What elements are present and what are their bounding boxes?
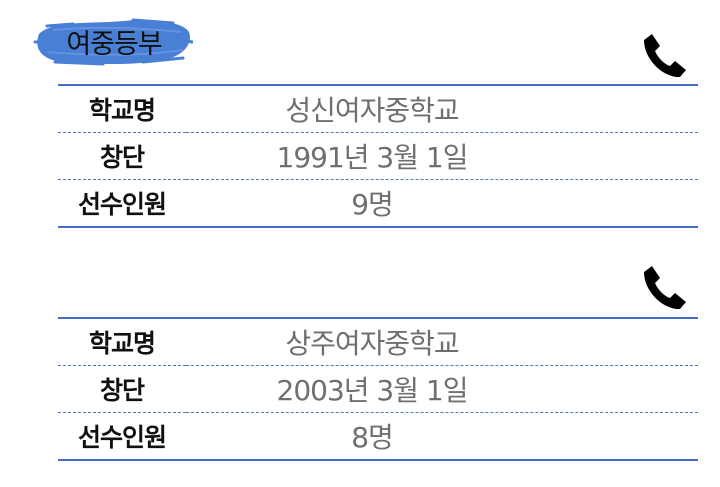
player-count-label: 선수인원: [58, 179, 186, 228]
school-name-label: 학교명: [58, 84, 186, 133]
brush-stroke-background: [33, 18, 193, 66]
table-row: 창단 2003년 3월 1일: [58, 365, 698, 413]
table-row: 선수인원 9명: [58, 179, 698, 228]
founded-value: 1991년 3월 1일: [186, 132, 698, 180]
phone-icon[interactable]: [638, 262, 688, 312]
school-info-table-2: 학교명 상주여자중학교 창단 2003년 3월 1일 선수인원 8명: [58, 317, 698, 461]
table-row: 선수인원 8명: [58, 412, 698, 461]
school-info-table-1: 학교명 성신여자중학교 창단 1991년 3월 1일 선수인원 9명: [58, 84, 698, 228]
section-badge: 여중등부: [33, 12, 193, 70]
table-row: 학교명 상주여자중학교: [58, 317, 698, 366]
player-count-value: 8명: [186, 412, 698, 461]
founded-label: 창단: [58, 132, 186, 180]
section-title: 여중등부: [66, 28, 162, 60]
school-name-label: 학교명: [58, 317, 186, 366]
school-name-value: 상주여자중학교: [186, 317, 698, 366]
founded-label: 창단: [58, 365, 186, 413]
phone-icon[interactable]: [638, 30, 688, 80]
school-name-value: 성신여자중학교: [186, 84, 698, 133]
table-row: 학교명 성신여자중학교: [58, 84, 698, 133]
player-count-value: 9명: [186, 179, 698, 228]
table-row: 창단 1991년 3월 1일: [58, 132, 698, 180]
player-count-label: 선수인원: [58, 412, 186, 461]
founded-value: 2003년 3월 1일: [186, 365, 698, 413]
